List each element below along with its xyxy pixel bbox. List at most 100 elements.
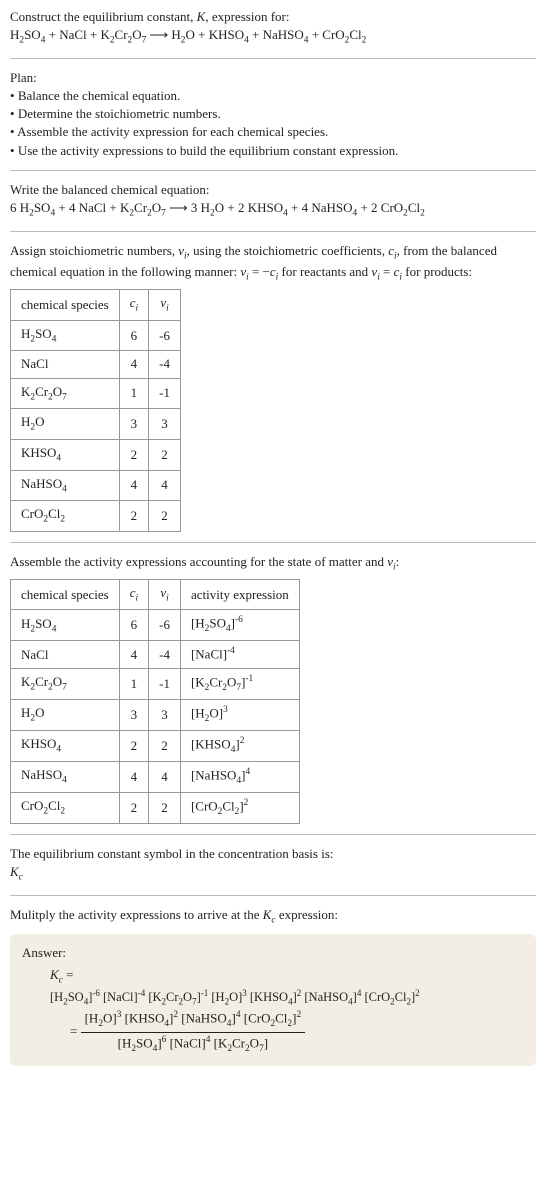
divider <box>10 542 536 543</box>
cell-species: NaHSO4 <box>11 470 120 501</box>
answer-box: Answer: Kc = [H2SO4]-6 [NaCl]-4 [K2Cr2O7… <box>10 934 536 1066</box>
cell-species: NaHSO4 <box>11 762 120 793</box>
cell-activity: [NaCl]-4 <box>180 641 299 669</box>
cell-species: KHSO4 <box>11 440 120 471</box>
cell-ci: 6 <box>119 610 148 641</box>
cell-ci: 1 <box>119 668 148 699</box>
table-row: K2Cr2O71-1 <box>11 378 181 409</box>
table-header-row: chemical species ci νi activity expressi… <box>11 579 300 610</box>
cell-vi: -6 <box>149 610 181 641</box>
cell-vi: -1 <box>149 668 181 699</box>
answer-line-1: Kc = <box>22 966 524 988</box>
cell-species: K2Cr2O7 <box>11 668 120 699</box>
cell-vi: -1 <box>149 378 181 409</box>
cell-vi: -4 <box>149 351 181 378</box>
cell-species: K2Cr2O7 <box>11 378 120 409</box>
table-row: NaCl4-4[NaCl]-4 <box>11 641 300 669</box>
assemble-text: Assemble the activity expressions accoun… <box>10 553 536 575</box>
cell-species: NaCl <box>11 641 120 669</box>
col-species: chemical species <box>11 290 120 321</box>
answer-label: Answer: <box>22 944 524 962</box>
table-row: KHSO422[KHSO4]2 <box>11 731 300 762</box>
balanced-heading: Write the balanced chemical equation: <box>10 181 536 199</box>
cell-activity: [NaHSO4]4 <box>180 762 299 793</box>
cell-vi: 3 <box>149 699 181 730</box>
cell-ci: 4 <box>119 641 148 669</box>
cell-activity: [CrO2Cl2]2 <box>180 793 299 824</box>
divider <box>10 58 536 59</box>
cell-ci: 2 <box>119 501 148 532</box>
intro-text-2: , expression for: <box>205 9 289 24</box>
kc-symbol: Kc <box>10 863 536 885</box>
divider <box>10 231 536 232</box>
answer-line-3: = [H2O]3 [KHSO4]2 [NaHSO4]4 [CrO2Cl2]2 [… <box>22 1009 524 1056</box>
eq-symbol-text: The equilibrium constant symbol in the c… <box>10 845 536 863</box>
cell-ci: 4 <box>119 351 148 378</box>
table-row: H2SO46-6[H2SO4]-6 <box>11 610 300 641</box>
cell-activity: [K2Cr2O7]-1 <box>180 668 299 699</box>
cell-activity: [H2O]3 <box>180 699 299 730</box>
divider <box>10 170 536 171</box>
cell-species: CrO2Cl2 <box>11 793 120 824</box>
cell-vi: -4 <box>149 641 181 669</box>
intro-text-1: Construct the equilibrium constant, <box>10 9 197 24</box>
intro-line: Construct the equilibrium constant, K, e… <box>10 8 536 26</box>
cell-species: H2SO4 <box>11 610 120 641</box>
balanced-equation: 6 H2SO4 + 4 NaCl + K2Cr2O7 ⟶ 3 H2O + 2 K… <box>10 199 536 221</box>
cell-vi: 2 <box>149 501 181 532</box>
cell-vi: 2 <box>149 440 181 471</box>
cell-species: KHSO4 <box>11 731 120 762</box>
cell-vi: 4 <box>149 470 181 501</box>
cell-ci: 1 <box>119 378 148 409</box>
cell-activity: [KHSO4]2 <box>180 731 299 762</box>
cell-ci: 4 <box>119 470 148 501</box>
col-species: chemical species <box>11 579 120 610</box>
table-row: NaCl4-4 <box>11 351 181 378</box>
cell-species: H2SO4 <box>11 320 120 351</box>
cell-species: H2O <box>11 409 120 440</box>
unbalanced-equation: H2SO4 + NaCl + K2Cr2O7 ⟶ H2O + KHSO4 + N… <box>10 26 536 48</box>
cell-ci: 2 <box>119 440 148 471</box>
cell-ci: 4 <box>119 762 148 793</box>
plan-bullet-2: • Determine the stoichiometric numbers. <box>10 105 536 123</box>
table-header-row: chemical species ci νi <box>11 290 181 321</box>
col-vi: νi <box>149 579 181 610</box>
col-vi: νi <box>149 290 181 321</box>
answer-line-2: [H2SO4]-6 [NaCl]-4 [K2Cr2O7]-1 [H2O]3 [K… <box>22 987 524 1008</box>
cell-species: NaCl <box>11 351 120 378</box>
cell-ci: 2 <box>119 793 148 824</box>
cell-vi: 2 <box>149 793 181 824</box>
table-row: H2O33[H2O]3 <box>11 699 300 730</box>
table-row: CrO2Cl222 <box>11 501 181 532</box>
col-ci: ci <box>119 579 148 610</box>
cell-species: H2O <box>11 699 120 730</box>
cell-vi: 4 <box>149 762 181 793</box>
table-row: CrO2Cl222[CrO2Cl2]2 <box>11 793 300 824</box>
divider <box>10 834 536 835</box>
stoich-table: chemical species ci νi H2SO46-6 NaCl4-4 … <box>10 289 181 532</box>
cell-ci: 2 <box>119 731 148 762</box>
table-row: K2Cr2O71-1[K2Cr2O7]-1 <box>11 668 300 699</box>
table-row: NaHSO444[NaHSO4]4 <box>11 762 300 793</box>
cell-vi: -6 <box>149 320 181 351</box>
plan-bullet-3: • Assemble the activity expression for e… <box>10 123 536 141</box>
plan-bullet-1: • Balance the chemical equation. <box>10 87 536 105</box>
activity-table: chemical species ci νi activity expressi… <box>10 579 300 824</box>
table-row: KHSO422 <box>11 440 181 471</box>
col-activity: activity expression <box>180 579 299 610</box>
multiply-text: Mulitply the activity expressions to arr… <box>10 906 536 928</box>
plan-bullet-4: • Use the activity expressions to build … <box>10 142 536 160</box>
cell-ci: 6 <box>119 320 148 351</box>
cell-vi: 3 <box>149 409 181 440</box>
divider <box>10 895 536 896</box>
cell-ci: 3 <box>119 409 148 440</box>
plan-heading: Plan: <box>10 69 536 87</box>
table-row: NaHSO444 <box>11 470 181 501</box>
assign-text: Assign stoichiometric numbers, νi, using… <box>10 242 536 285</box>
cell-vi: 2 <box>149 731 181 762</box>
table-row: H2SO46-6 <box>11 320 181 351</box>
cell-species: CrO2Cl2 <box>11 501 120 532</box>
cell-activity: [H2SO4]-6 <box>180 610 299 641</box>
col-ci: ci <box>119 290 148 321</box>
cell-ci: 3 <box>119 699 148 730</box>
